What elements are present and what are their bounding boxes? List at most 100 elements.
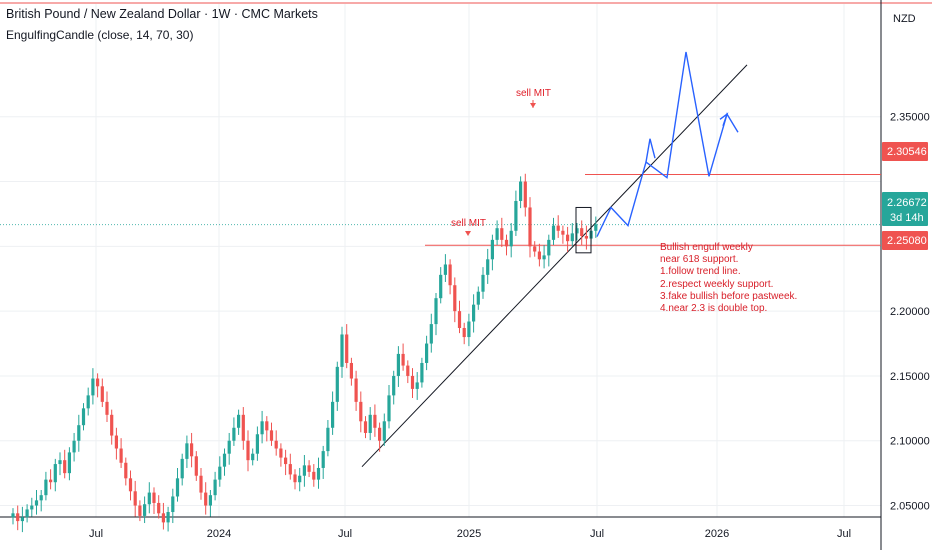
candle-body [368,414,372,433]
candle-body [326,427,330,452]
time-axis[interactable]: Jul 2024 Jul 2025 Jul 2026 Jul [89,528,851,540]
projection-path [596,51,739,237]
candle-body [387,395,391,422]
candle-body [171,496,175,513]
candle-body [138,505,142,516]
candle-body [373,414,377,428]
candle-body [237,414,241,428]
candle-body [241,414,245,441]
candle-body [96,378,100,387]
candle-body [359,401,363,422]
price-axis[interactable]: 2.35000 2.20000 2.15000 2.10000 2.05000 NZD [890,13,930,513]
candle-body [39,495,43,501]
candle-body [124,462,128,479]
candle-body [67,452,71,474]
candle-body [547,239,551,256]
candle-body [81,408,86,426]
candle-body [227,440,231,454]
candle-body [453,285,457,312]
note-line: 4.near 2.3 is double top. [660,303,768,315]
candle-body [429,324,433,344]
candle-body [561,230,565,235]
candle-body [566,234,570,242]
candle-body [166,512,170,523]
candle-body [105,401,109,415]
candle-body [481,274,485,292]
note-line: 1.follow trend line. [660,266,741,278]
candle-body [570,233,574,242]
candle-body [528,207,532,247]
candle-body [533,246,537,252]
candle-body [128,478,133,492]
candle-body [575,228,579,234]
candle-body [551,225,556,240]
projection-arrow-head [645,138,656,163]
candle-body [274,440,278,449]
price-tick-label: 2.20000 [890,306,930,318]
candle-body [500,228,504,240]
support-price-tag-text: 2.25080 [887,235,927,247]
sell-mit-label-top: sell MIT [516,88,551,99]
current-price-tag-bg [882,192,928,226]
current-price-tag-text: 2.26672 [887,197,927,209]
candle-body [204,492,208,506]
sell-mit-pointer-head [465,231,471,236]
support-price-tag-bg [882,231,928,250]
candle-body [504,239,509,247]
candle-body [251,453,255,461]
candle-body [86,395,90,409]
price-tick-label: 2.15000 [890,371,930,383]
candle-body [269,430,274,441]
candle-body [519,181,523,201]
candle-body [222,453,227,467]
price-tick-label: 2.35000 [890,112,930,124]
candle-body [331,401,335,428]
candle-body [316,467,321,480]
indicator-label[interactable]: EngulfingCandle (close, 14, 70, 30) [6,28,194,42]
candle-body [175,478,180,497]
candle-body [476,291,480,305]
candle-body [495,228,499,240]
candle-body [490,239,494,260]
sell-mit-label-mid: sell MIT [451,218,486,229]
time-tick-label: Jul [338,528,352,540]
candle-body [110,414,114,436]
candle-body [246,440,250,461]
candle-body [58,460,62,465]
candle-body [486,259,490,275]
projection-arrow-head [719,112,729,127]
candle-body [349,362,353,379]
candle-body [16,513,20,522]
note-line: Bullish engulf weekly [660,242,753,253]
candle-body [63,460,67,474]
candle-body [284,457,288,465]
candle-body [157,502,161,514]
candle-body [190,443,194,457]
sell-mit-pointer-head [530,103,536,108]
candle-body [199,475,203,493]
candle-body [420,362,424,383]
candle-body [255,434,259,454]
symbol-title: British Pound / New Zealand Dollar · 1W … [6,7,318,21]
candle-body [396,353,400,376]
candle-body [439,274,443,299]
horizontal-levels [0,173,881,246]
candle-body [133,491,137,506]
candle-body [335,366,339,402]
candle-body [514,200,518,231]
candle-body [321,451,325,468]
candle-body [345,334,349,363]
trend-line [361,64,748,468]
currency-label: NZD [893,13,916,25]
candle-body [509,230,513,247]
note-line: 3.fake bullish before pastweek. [660,290,798,302]
candle-body [584,235,588,239]
candle-body [143,504,147,516]
note-line: 2.respect weekly support. [660,278,774,290]
candle-body [434,298,438,325]
candle-body [114,435,118,449]
candle-body [218,466,222,480]
candle-body [30,505,34,510]
engulfing-box [575,206,592,254]
